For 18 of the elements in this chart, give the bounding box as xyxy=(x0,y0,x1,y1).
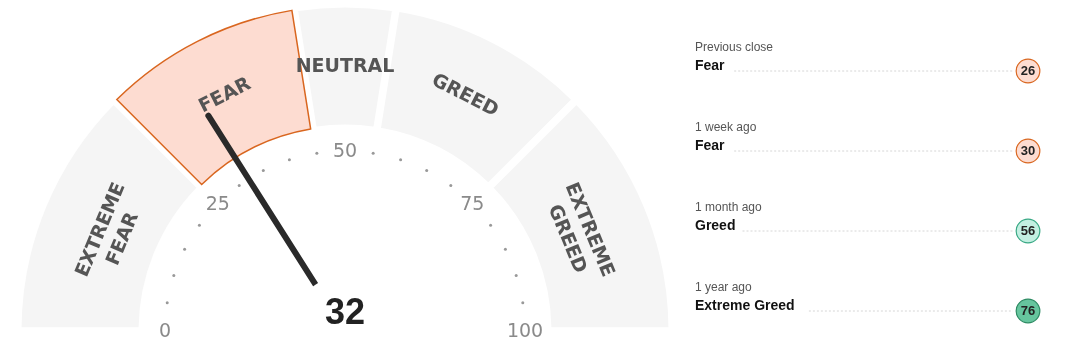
text: 56 xyxy=(1020,223,1036,238)
text: 0 xyxy=(158,319,172,341)
text: 32 xyxy=(324,291,366,332)
text: Fear xyxy=(695,137,726,153)
text: 1 year ago xyxy=(695,280,753,294)
text: 26 xyxy=(1020,63,1036,78)
text: Greed xyxy=(695,217,736,233)
text: 30 xyxy=(1020,143,1036,158)
text: 25 xyxy=(205,191,230,214)
text: 1 month ago xyxy=(695,200,763,214)
text: Previous close xyxy=(695,40,774,54)
text: 75 xyxy=(460,191,485,214)
text: 100 xyxy=(506,319,544,341)
text: Fear xyxy=(695,57,726,73)
text: Extreme Greed xyxy=(695,297,795,313)
text: 76 xyxy=(1020,303,1036,318)
text: 1 week ago xyxy=(695,120,757,134)
text: 50 xyxy=(332,139,358,161)
